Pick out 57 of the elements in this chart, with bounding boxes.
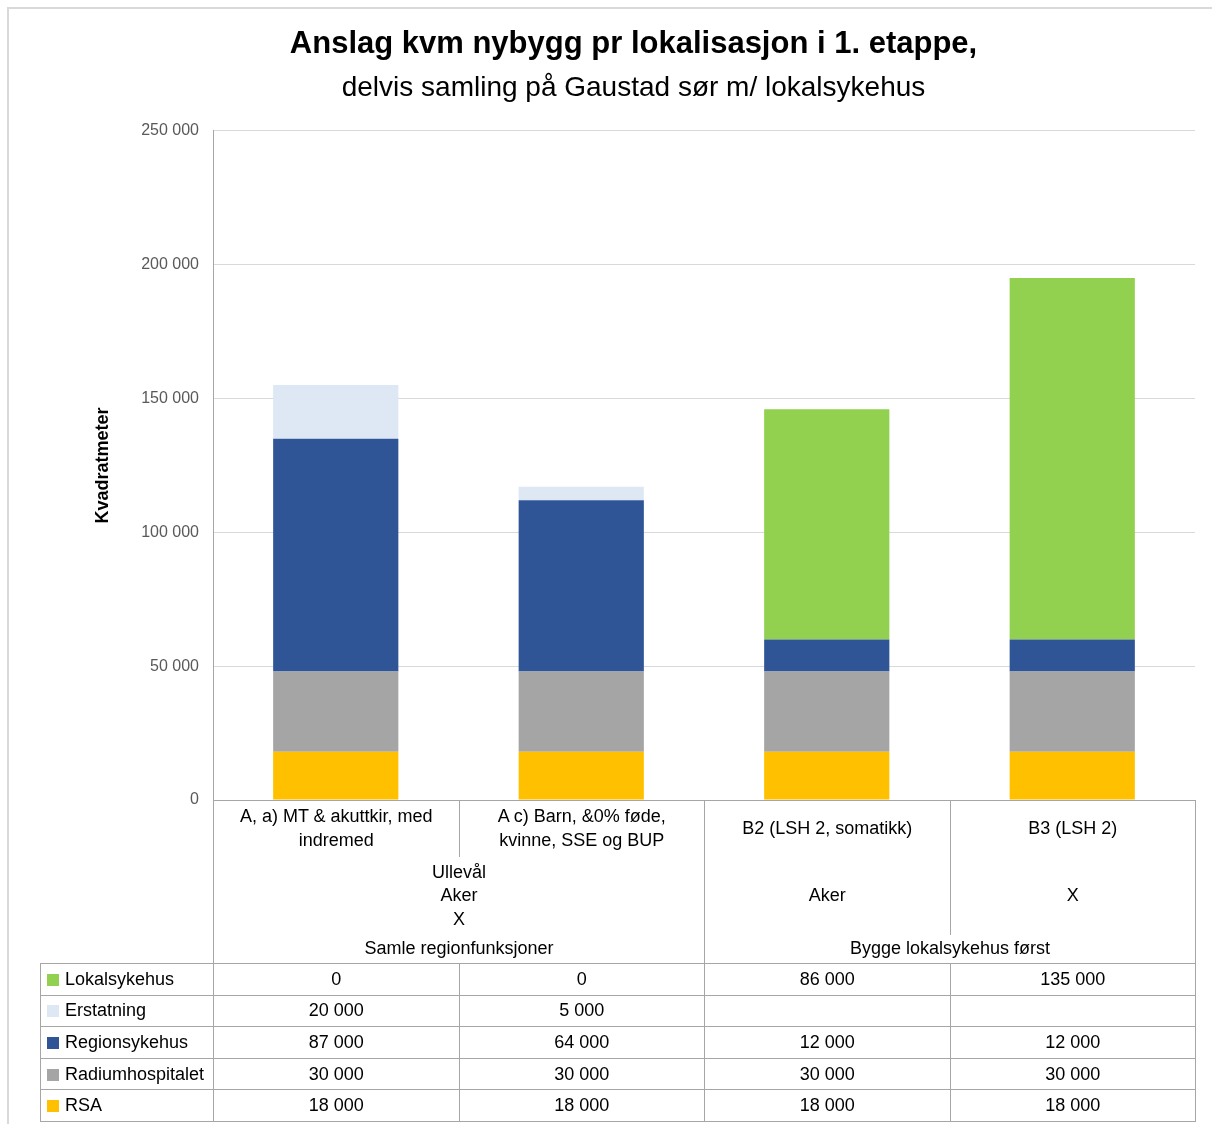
data-label: 0 [331,968,342,989]
bar [764,409,890,640]
data-label: 5 000 [559,1000,605,1021]
bar [518,671,644,752]
bar [273,671,399,752]
bar [273,751,399,800]
y-tick-label: 100 000 [141,522,200,540]
data-label: 30 000 [308,1063,364,1084]
y-tick-label: 200 000 [141,255,200,273]
data-label: 87 000 [308,1031,364,1052]
bar [764,751,890,800]
data-label: 64 000 [554,1031,610,1052]
bar [518,751,644,800]
data-label: 30 000 [799,1063,855,1084]
data-label: 0 [576,968,587,989]
y-axis-title: Kvadratmeter [91,407,112,524]
text: Aker [808,884,846,908]
data-label: 135 000 [1040,968,1106,989]
bar [764,671,890,752]
legend-label: Lokalsykehus [65,968,175,989]
data-label: 30 000 [1045,1063,1101,1084]
data-label: 18 000 [308,1095,364,1116]
data-label: 18 000 [1045,1095,1101,1116]
y-tick-label: 250 000 [141,121,200,139]
y-tick-label: 50 000 [150,656,200,674]
y-tick-label: 0 [190,790,200,808]
data-label: 86 000 [799,968,855,989]
text: Samle regionfunksjoner [364,937,554,961]
chart-subtitle: delvis samling på Gaustad sør m/ lokalsykehus [341,70,926,102]
chart-title: Anslag kvm nybygg pr lokalisasjon i 1. etappe, [289,25,978,61]
y-tick-label: 150 000 [141,388,200,406]
legend-label: Regionsykehus [65,1031,189,1052]
bar [1009,639,1135,672]
bar [273,385,399,439]
x-tick-label: A, a) MT & akuttkir, med indremed [238,805,434,852]
text: Bygge lokalsykehus først [849,937,1051,961]
bar [1009,751,1135,800]
bar [518,486,644,501]
data-label: 12 000 [799,1031,855,1052]
x-tick-label: B3 (LSH 2) [1028,816,1118,840]
data-label: 12 000 [1045,1031,1101,1052]
bar [1009,671,1135,752]
bar [1009,278,1135,640]
legend-label: Radiumhospitalet [65,1063,205,1084]
data-label: 18 000 [554,1095,610,1116]
bar [764,639,890,672]
text: X [1066,884,1079,908]
legend-label: Erstatning [65,1000,147,1021]
x-tick-label: A c) Barn, &0% føde, kvinne, SSE og BUP [496,805,667,852]
legend-label: RSA [65,1095,103,1116]
x-tick-label: B2 (LSH 2, somatikk) [742,816,913,840]
data-label: 18 000 [799,1095,855,1116]
data-label: 30 000 [554,1063,610,1084]
bar [273,438,399,672]
data-label: 20 000 [308,1000,364,1021]
text: Ullevål Aker X [431,860,487,931]
bar [518,500,644,672]
